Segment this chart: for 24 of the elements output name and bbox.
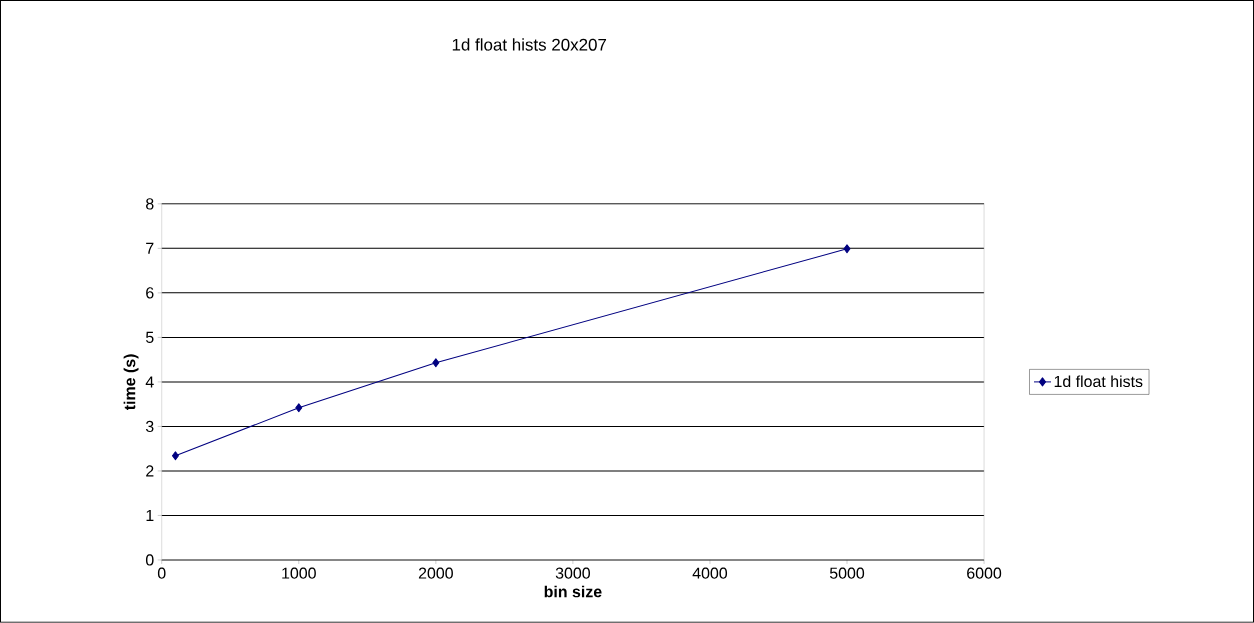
x-tick-label: 5000	[829, 567, 865, 579]
x-tick-label: 3000	[555, 567, 590, 579]
point	[171, 451, 179, 461]
y-tick-label: 4	[145, 376, 154, 388]
x-axis-title: bin size	[544, 585, 602, 598]
x-tick-label: 6000	[967, 567, 1002, 579]
y-tick-label: 5	[145, 331, 154, 344]
y-tick-label: 1	[146, 510, 154, 522]
chart-title: 1d float hists 20x207	[452, 38, 607, 51]
y-tick-label: 7	[146, 242, 154, 254]
legend-label: 1d float hists	[1054, 375, 1143, 388]
y-tick-label: 3	[145, 420, 154, 433]
y-tick-label: 6	[146, 287, 154, 299]
y-tick-label: 8	[146, 198, 154, 210]
y-tick-label: 2	[146, 465, 154, 477]
y-axis-title: time (s)	[123, 354, 139, 411]
point	[432, 358, 440, 368]
x-tick-label: 2000	[418, 567, 453, 579]
y-tick-label: 0	[145, 554, 154, 566]
x-tick-label: 0	[157, 567, 166, 579]
x-tick-label: 1000	[282, 567, 316, 579]
x-tick-label: 4000	[692, 567, 728, 579]
point	[843, 244, 851, 254]
point	[295, 403, 303, 413]
